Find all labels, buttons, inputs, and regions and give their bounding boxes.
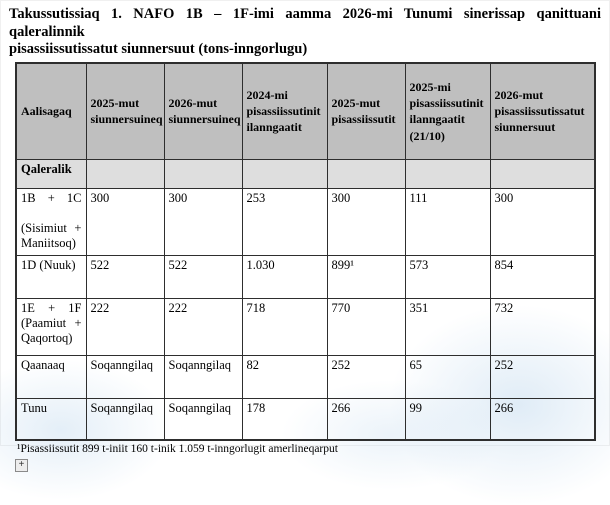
cell: 222 bbox=[163, 297, 243, 356]
table-move-handle-icon[interactable]: + bbox=[15, 458, 28, 472]
cell: Soqanngilaq bbox=[85, 397, 165, 441]
cell: 351 bbox=[404, 297, 491, 356]
cell: 300 bbox=[163, 187, 243, 256]
page-title-line-2: pisassiissutissatut siunnersuut (tons-in… bbox=[9, 41, 308, 58]
row-label: 1E + 1F (Paamiut + Qaqortoq) bbox=[15, 297, 87, 356]
cell: Soqanngilaq bbox=[85, 354, 165, 399]
column-header-aalisagaq: Aalisagaq bbox=[15, 62, 87, 160]
cell: Soqanngilaq bbox=[163, 354, 243, 399]
section-row-qaleralik: Qaleralik bbox=[15, 158, 596, 189]
cell: 99 bbox=[404, 397, 491, 441]
cell: Soqanngilaq bbox=[163, 397, 243, 441]
cell: 111 bbox=[404, 187, 491, 256]
cell: 253 bbox=[241, 187, 328, 256]
footnote: ¹Pisassiissutit 899 t-iniit 160 t-inik 1… bbox=[17, 443, 338, 456]
section-cell-empty bbox=[326, 158, 406, 189]
row-label: 1B + 1C (Sisimiut + Maniitsoq) bbox=[15, 187, 87, 256]
table-header-row: Aalisagaq 2025-mut siunnersuineq 2026-mu… bbox=[15, 62, 596, 160]
cell: 300 bbox=[326, 187, 406, 256]
table-move-handle-glyph: + bbox=[18, 459, 25, 471]
cell: 770 bbox=[326, 297, 406, 356]
quota-table: Aalisagaq 2025-mut siunnersuineq 2026-mu… bbox=[15, 62, 596, 442]
section-label: Qaleralik bbox=[15, 158, 87, 189]
cell: 178 bbox=[241, 397, 328, 441]
section-cell-empty bbox=[489, 158, 596, 189]
cell: 573 bbox=[404, 254, 491, 299]
section-cell-empty bbox=[404, 158, 491, 189]
cell: 854 bbox=[489, 254, 596, 299]
table-row-qaanaaq: Qaanaaq Soqanngilaq Soqanngilaq 82 252 6… bbox=[15, 354, 596, 399]
page-title-line-1: Takussutissiaq 1. NAFO 1B – 1F-imi aamma… bbox=[9, 6, 601, 40]
cell: 522 bbox=[85, 254, 165, 299]
table-row-1e-1f: 1E + 1F (Paamiut + Qaqortoq) 222 222 718… bbox=[15, 297, 596, 356]
section-cell-empty bbox=[241, 158, 328, 189]
cell: 899¹ bbox=[326, 254, 406, 299]
page-title: Takussutissiaq 1. NAFO 1B – 1F-imi aamma… bbox=[9, 6, 601, 59]
cell: 732 bbox=[489, 297, 596, 356]
cell: 522 bbox=[163, 254, 243, 299]
cell: 718 bbox=[241, 297, 328, 356]
cell: 222 bbox=[85, 297, 165, 356]
cell: 266 bbox=[326, 397, 406, 441]
cell: 266 bbox=[489, 397, 596, 441]
column-header-2026-siunnersuineq: 2026-mut siunnersuineq bbox=[163, 62, 243, 160]
row-label: Tunu bbox=[15, 397, 87, 441]
cell: 300 bbox=[85, 187, 165, 256]
section-cell-empty bbox=[163, 158, 243, 189]
row-label: Qaanaaq bbox=[15, 354, 87, 399]
table-row-1d: 1D (Nuuk) 522 522 1.030 899¹ 573 854 bbox=[15, 254, 596, 299]
cell: 252 bbox=[489, 354, 596, 399]
column-header-2025-pisassiissutit: 2025-mut pisassiissutit bbox=[326, 62, 406, 160]
cell: 82 bbox=[241, 354, 328, 399]
cell: 300 bbox=[489, 187, 596, 256]
column-header-2026-siunnersuut: 2026-mut pisassiissutissatut siunnersuut bbox=[489, 62, 596, 160]
cell: 252 bbox=[326, 354, 406, 399]
column-header-2025-ilanngaatit: 2025-mi pisassiissutinit ilanngaatit (21… bbox=[404, 62, 491, 160]
table-row-1b-1c: 1B + 1C (Sisimiut + Maniitsoq) 300 300 2… bbox=[15, 187, 596, 256]
section-cell-empty bbox=[85, 158, 165, 189]
column-header-2024-ilanngaatit: 2024-mi pisassiissutinit ilanngaatit bbox=[241, 62, 328, 160]
cell: 65 bbox=[404, 354, 491, 399]
table-row-tunu: Tunu Soqanngilaq Soqanngilaq 178 266 99 … bbox=[15, 397, 596, 441]
cell: 1.030 bbox=[241, 254, 328, 299]
row-label: 1D (Nuuk) bbox=[15, 254, 87, 299]
column-header-2025-siunnersuineq: 2025-mut siunnersuineq bbox=[85, 62, 165, 160]
